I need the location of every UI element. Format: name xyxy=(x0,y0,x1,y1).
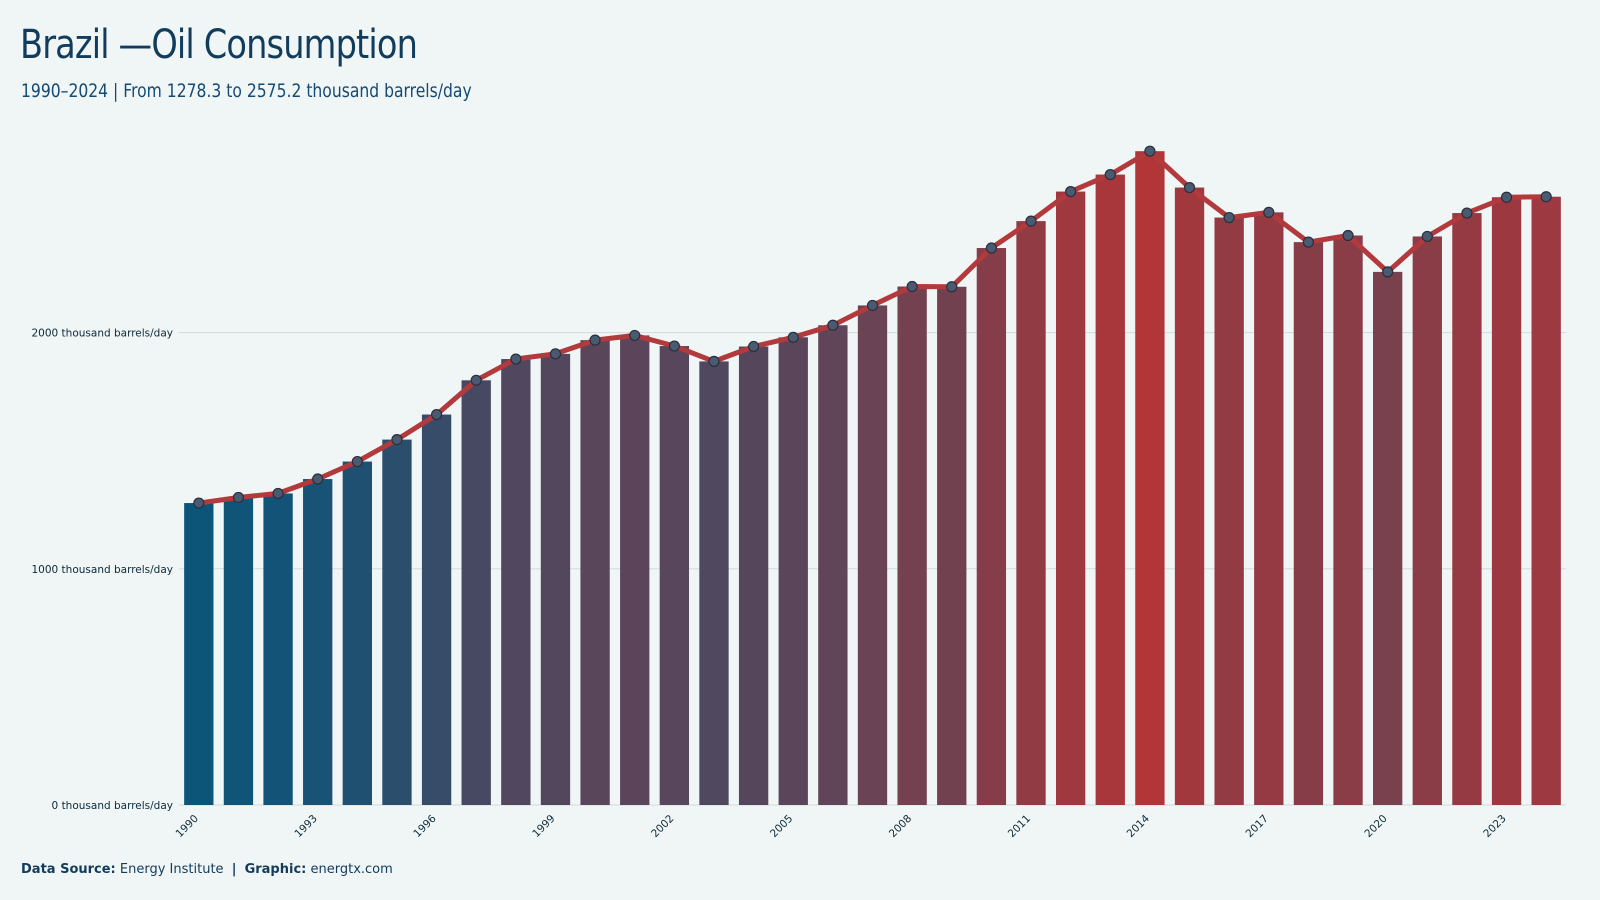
bar xyxy=(699,361,729,805)
x-tick-label: 2005 xyxy=(768,813,795,840)
bar xyxy=(857,305,888,805)
bar xyxy=(1016,221,1046,805)
bar xyxy=(1055,191,1086,806)
bars xyxy=(184,151,1561,806)
x-axis-ticks: 1990 1993 1996 1999 2002 2005 2008 2011 2014 2017… xyxy=(174,812,1509,840)
bar xyxy=(1333,235,1363,805)
y-axis-ticks: 0 thousand barrels/day 1000 thousand barr… xyxy=(32,328,174,812)
data-point xyxy=(629,329,641,342)
x-tick-label: 2020 xyxy=(1362,813,1389,840)
data-point xyxy=(1382,266,1394,278)
data-point xyxy=(1461,207,1473,219)
bar xyxy=(738,346,769,805)
source-label: Data Source: xyxy=(21,862,116,877)
x-tick-label: 2023 xyxy=(1481,813,1508,840)
bar xyxy=(620,335,650,805)
bar xyxy=(1531,196,1561,806)
bar xyxy=(778,337,808,805)
x-tick-label: 1996 xyxy=(411,812,439,840)
graphic-value: energtx.com xyxy=(310,862,393,877)
data-point xyxy=(787,331,799,343)
x-tick-label: 2008 xyxy=(887,813,914,840)
x-tick-label: 2011 xyxy=(1006,813,1033,840)
data-point xyxy=(1183,181,1196,194)
bar xyxy=(1373,271,1403,805)
y-tick-label: 1000 thousand barrels/day xyxy=(32,564,174,576)
data-point xyxy=(985,242,997,254)
bar xyxy=(461,380,491,805)
data-point xyxy=(549,348,562,360)
data-point xyxy=(232,491,245,504)
graphic-label: Graphic: xyxy=(244,862,307,877)
data-point xyxy=(1065,185,1077,198)
data-point xyxy=(470,374,482,386)
data-point xyxy=(946,281,958,293)
bar xyxy=(1254,212,1284,805)
bar xyxy=(976,248,1007,805)
data-point xyxy=(272,487,284,500)
bar xyxy=(1293,242,1324,806)
data-point xyxy=(193,497,205,509)
bar xyxy=(818,325,848,805)
bar xyxy=(184,503,214,805)
data-point xyxy=(430,408,443,421)
y-tick-label: 0 thousand barrels/day xyxy=(52,800,173,812)
data-point xyxy=(351,455,363,468)
bar xyxy=(382,439,412,805)
data-point xyxy=(1421,230,1433,243)
bar xyxy=(1135,151,1165,805)
bar xyxy=(223,497,254,805)
bar xyxy=(580,340,610,805)
data-point xyxy=(1223,211,1235,224)
bar xyxy=(659,346,690,805)
bar xyxy=(1412,236,1442,805)
data-point xyxy=(1342,229,1354,242)
data-point xyxy=(1500,191,1513,203)
bar xyxy=(1452,213,1482,805)
bar xyxy=(342,461,372,805)
bar xyxy=(421,414,452,805)
bar xyxy=(1095,174,1125,806)
footer-credits: Data Source: Energy Institute | Graphic:… xyxy=(21,862,393,877)
bar xyxy=(540,353,571,805)
data-point xyxy=(510,353,522,365)
footer-separator: | xyxy=(231,862,237,877)
data-point xyxy=(827,319,839,331)
x-tick-label: 2017 xyxy=(1244,813,1271,840)
x-tick-label: 1993 xyxy=(292,813,319,840)
data-point xyxy=(1263,206,1275,218)
data-point xyxy=(1540,191,1552,203)
markers xyxy=(193,145,1552,509)
x-tick-label: 2002 xyxy=(649,813,676,840)
data-point xyxy=(1302,236,1315,248)
bar xyxy=(897,286,927,805)
data-point xyxy=(748,340,760,353)
x-tick-label: 1990 xyxy=(174,813,201,840)
data-point xyxy=(1104,168,1116,181)
data-point xyxy=(391,433,403,446)
bar xyxy=(1174,187,1205,805)
data-point xyxy=(668,340,680,352)
data-point xyxy=(866,299,879,312)
source-value: Energy Institute xyxy=(119,862,224,877)
y-tick-label: 2000 thousand barrels/day xyxy=(32,328,174,340)
bar xyxy=(1491,197,1522,806)
bar xyxy=(501,359,531,805)
data-point xyxy=(1144,145,1156,157)
data-point xyxy=(708,355,720,368)
x-tick-label: 2014 xyxy=(1125,812,1153,840)
data-point xyxy=(312,473,324,485)
bar xyxy=(1214,217,1244,805)
bar xyxy=(263,493,293,805)
data-point xyxy=(906,280,918,293)
bar xyxy=(303,479,333,805)
data-point xyxy=(589,334,601,346)
x-tick-label: 1999 xyxy=(530,813,557,840)
data-point xyxy=(1025,215,1037,227)
chart-title: Brazil —Oil Consumption xyxy=(20,22,418,68)
chart-subtitle: 1990–2024 | From 1278.3 to 2575.2 thousa… xyxy=(21,80,472,102)
bar xyxy=(937,286,967,805)
